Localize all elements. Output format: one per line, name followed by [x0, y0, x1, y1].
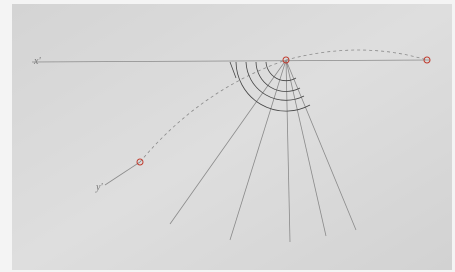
- label: y': [95, 182, 103, 193]
- page: x' y' (() => { const data = JSON.parse(d…: [0, 0, 455, 272]
- label: x': [33, 56, 41, 67]
- photo: x' y': [0, 0, 455, 272]
